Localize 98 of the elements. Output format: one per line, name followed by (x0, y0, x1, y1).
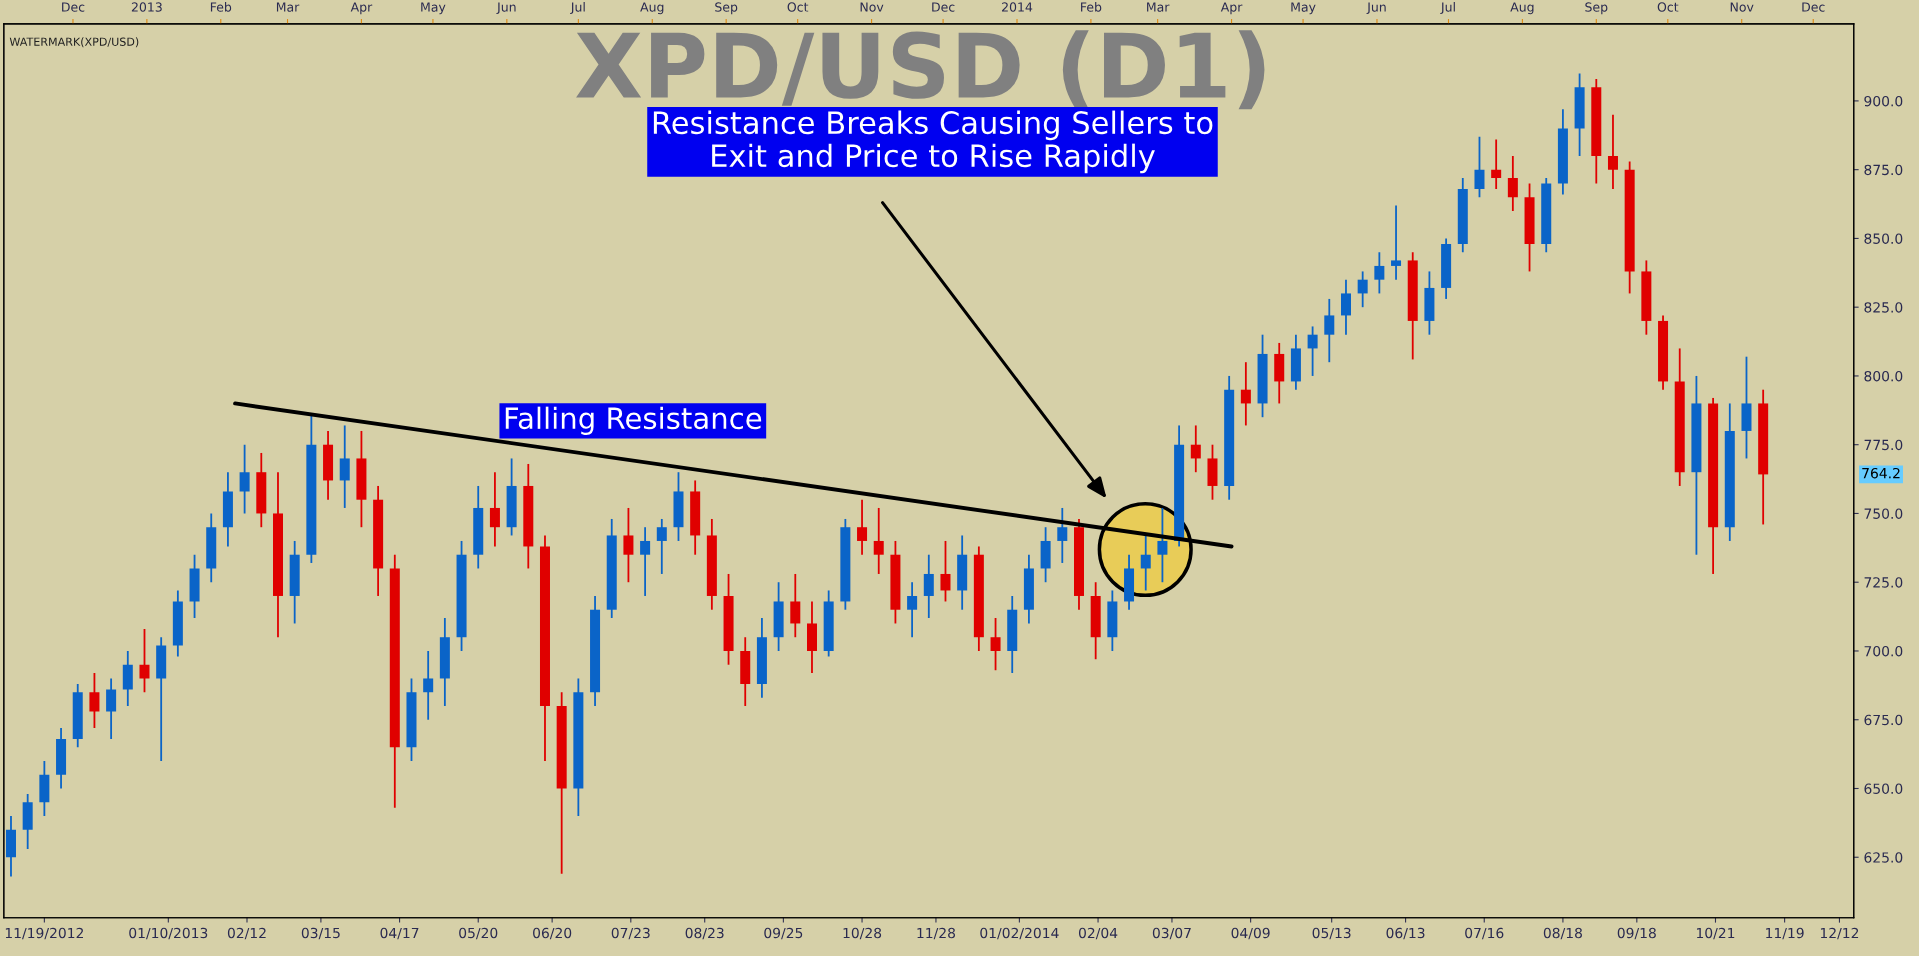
x-tick-label: 09/18 (1617, 927, 1656, 940)
y-tick-label: 825.0 (1864, 302, 1903, 313)
candlestick (239, 443, 250, 515)
candlestick (640, 526, 651, 597)
candlestick (1157, 507, 1168, 584)
candlestick (106, 677, 117, 740)
x2-tick-label: Sep (715, 2, 738, 15)
candlestick (940, 540, 951, 603)
y-tick-label: 750.0 (1864, 508, 1903, 519)
x2-tick-label: Nov (860, 2, 884, 12)
annotation: Falling Resistance (505, 406, 762, 435)
candlestick (423, 650, 434, 721)
y-tick-label: 850.0 (1864, 233, 1903, 244)
x2-tick-label: Apr (1220, 2, 1243, 15)
x2-tick-label: Feb (210, 2, 232, 12)
x-tick-label: 04/09 (1231, 927, 1270, 940)
x2-tick-label: Jun (1366, 2, 1386, 15)
annotation: WATERMARK(XPD/USD) (9, 37, 139, 48)
x2-tick-label: 2013 (131, 2, 162, 12)
text: 764.2 (1862, 467, 1900, 479)
candlestick (873, 507, 884, 575)
x-tick-label: 07/16 (1465, 927, 1504, 940)
candlestick (1340, 278, 1351, 336)
x-tick-label: 10/28 (843, 927, 882, 940)
y-tick-label: 650.0 (1864, 783, 1903, 794)
x2-tick-label: Jul (1440, 2, 1455, 15)
y-tick-label: 775.0 (1864, 439, 1903, 451)
x2-tick-label: May (1291, 2, 1316, 15)
candlestick (1391, 204, 1402, 281)
candlestick (1140, 534, 1151, 592)
y-tick-label: 800.0 (1864, 370, 1903, 382)
x2-tick-label: Oct (787, 2, 809, 12)
candlestick (1607, 113, 1618, 190)
y-tick-label: 625.0 (1864, 852, 1903, 863)
candlestick (489, 471, 500, 548)
x-tick-label: 05/13 (1312, 927, 1351, 940)
x-tick-label: 07/23 (611, 927, 650, 940)
x2-tick-label: Aug (1510, 2, 1534, 15)
x2-tick-label: Feb (1081, 2, 1102, 12)
x-tick-label: 01/10/2013 (129, 927, 208, 940)
x2-tick-label: May (421, 2, 446, 15)
candlestick (1057, 507, 1068, 564)
x2-tick-label: Apr (350, 2, 373, 15)
y-tick-label: 675.0 (1864, 714, 1903, 726)
x-tick-label: 04/17 (380, 927, 419, 940)
candlestick (1474, 135, 1485, 199)
x-tick-label: 09/25 (764, 927, 803, 940)
x-tick-label: 03/15 (301, 927, 340, 940)
y-tick-label: 900.0 (1864, 95, 1903, 107)
candlestick (1324, 298, 1335, 364)
x2-tick-label: 2014 (1002, 2, 1033, 12)
candlestick (656, 518, 667, 575)
x-tick-label: 11/19/2012 (5, 927, 83, 940)
candlestick (1307, 325, 1318, 377)
x-tick-label: 10/21 (1697, 927, 1735, 940)
candlestick (139, 628, 150, 694)
candlestick (923, 553, 934, 619)
x-tick-label: 02/04 (1078, 927, 1118, 940)
y-tick-label: 875.0 (1864, 164, 1903, 176)
x2-tick-label: Nov (1730, 2, 1754, 12)
x2-tick-label: Aug (640, 2, 664, 15)
x-tick-label: 08/23 (685, 927, 724, 940)
candlestick (1507, 155, 1518, 212)
x-tick-label: 06/13 (1386, 927, 1425, 940)
candlestick (1240, 361, 1251, 427)
x2-tick-label: Dec (62, 2, 85, 12)
candlestick (907, 581, 918, 639)
x-tick-label: 08/18 (1543, 927, 1582, 940)
x2-tick-label: Jul (570, 2, 585, 15)
x-tick-label: 01/02/2014 (980, 927, 1059, 940)
y-tick-label: 700.0 (1864, 645, 1903, 657)
x2-tick-label: Mar (1147, 2, 1170, 12)
x2-tick-label: Jun (496, 2, 516, 15)
x-tick-label: 06/20 (533, 927, 572, 940)
candlestick (339, 424, 350, 509)
candlestick (1357, 270, 1368, 309)
x2-tick-label: Dec (1802, 2, 1825, 12)
x2-tick-label: Sep (1585, 2, 1608, 15)
x2-tick-label: Mar (276, 2, 300, 12)
candlestick (990, 617, 1001, 672)
x-tick-label: 12/12 (1820, 927, 1859, 940)
x-tick-label: 11/28 (917, 927, 956, 940)
candlestick (1190, 424, 1201, 474)
candlestick (790, 573, 801, 639)
x-tick-label: 02/12 (227, 927, 266, 940)
annotation: Resistance Breaks Causing Sellers to Exit and Price to Rise Rapidly (653, 110, 1213, 174)
chart-title: XPD/USD (D1) (576, 30, 1265, 110)
candlestick (89, 672, 100, 729)
candlestick (623, 507, 634, 584)
x2-tick-label: Oct (1657, 2, 1679, 12)
x-tick-label: 05/20 (459, 927, 498, 940)
candlestick (1491, 138, 1502, 190)
x-tick-label: 11/19 (1766, 927, 1804, 940)
candlestick (857, 498, 868, 556)
x-tick-label: 03/07 (1152, 927, 1191, 940)
y-tick-label: 725.0 (1864, 577, 1903, 588)
candlestick (1374, 251, 1385, 295)
x2-tick-label: Dec (932, 2, 955, 12)
